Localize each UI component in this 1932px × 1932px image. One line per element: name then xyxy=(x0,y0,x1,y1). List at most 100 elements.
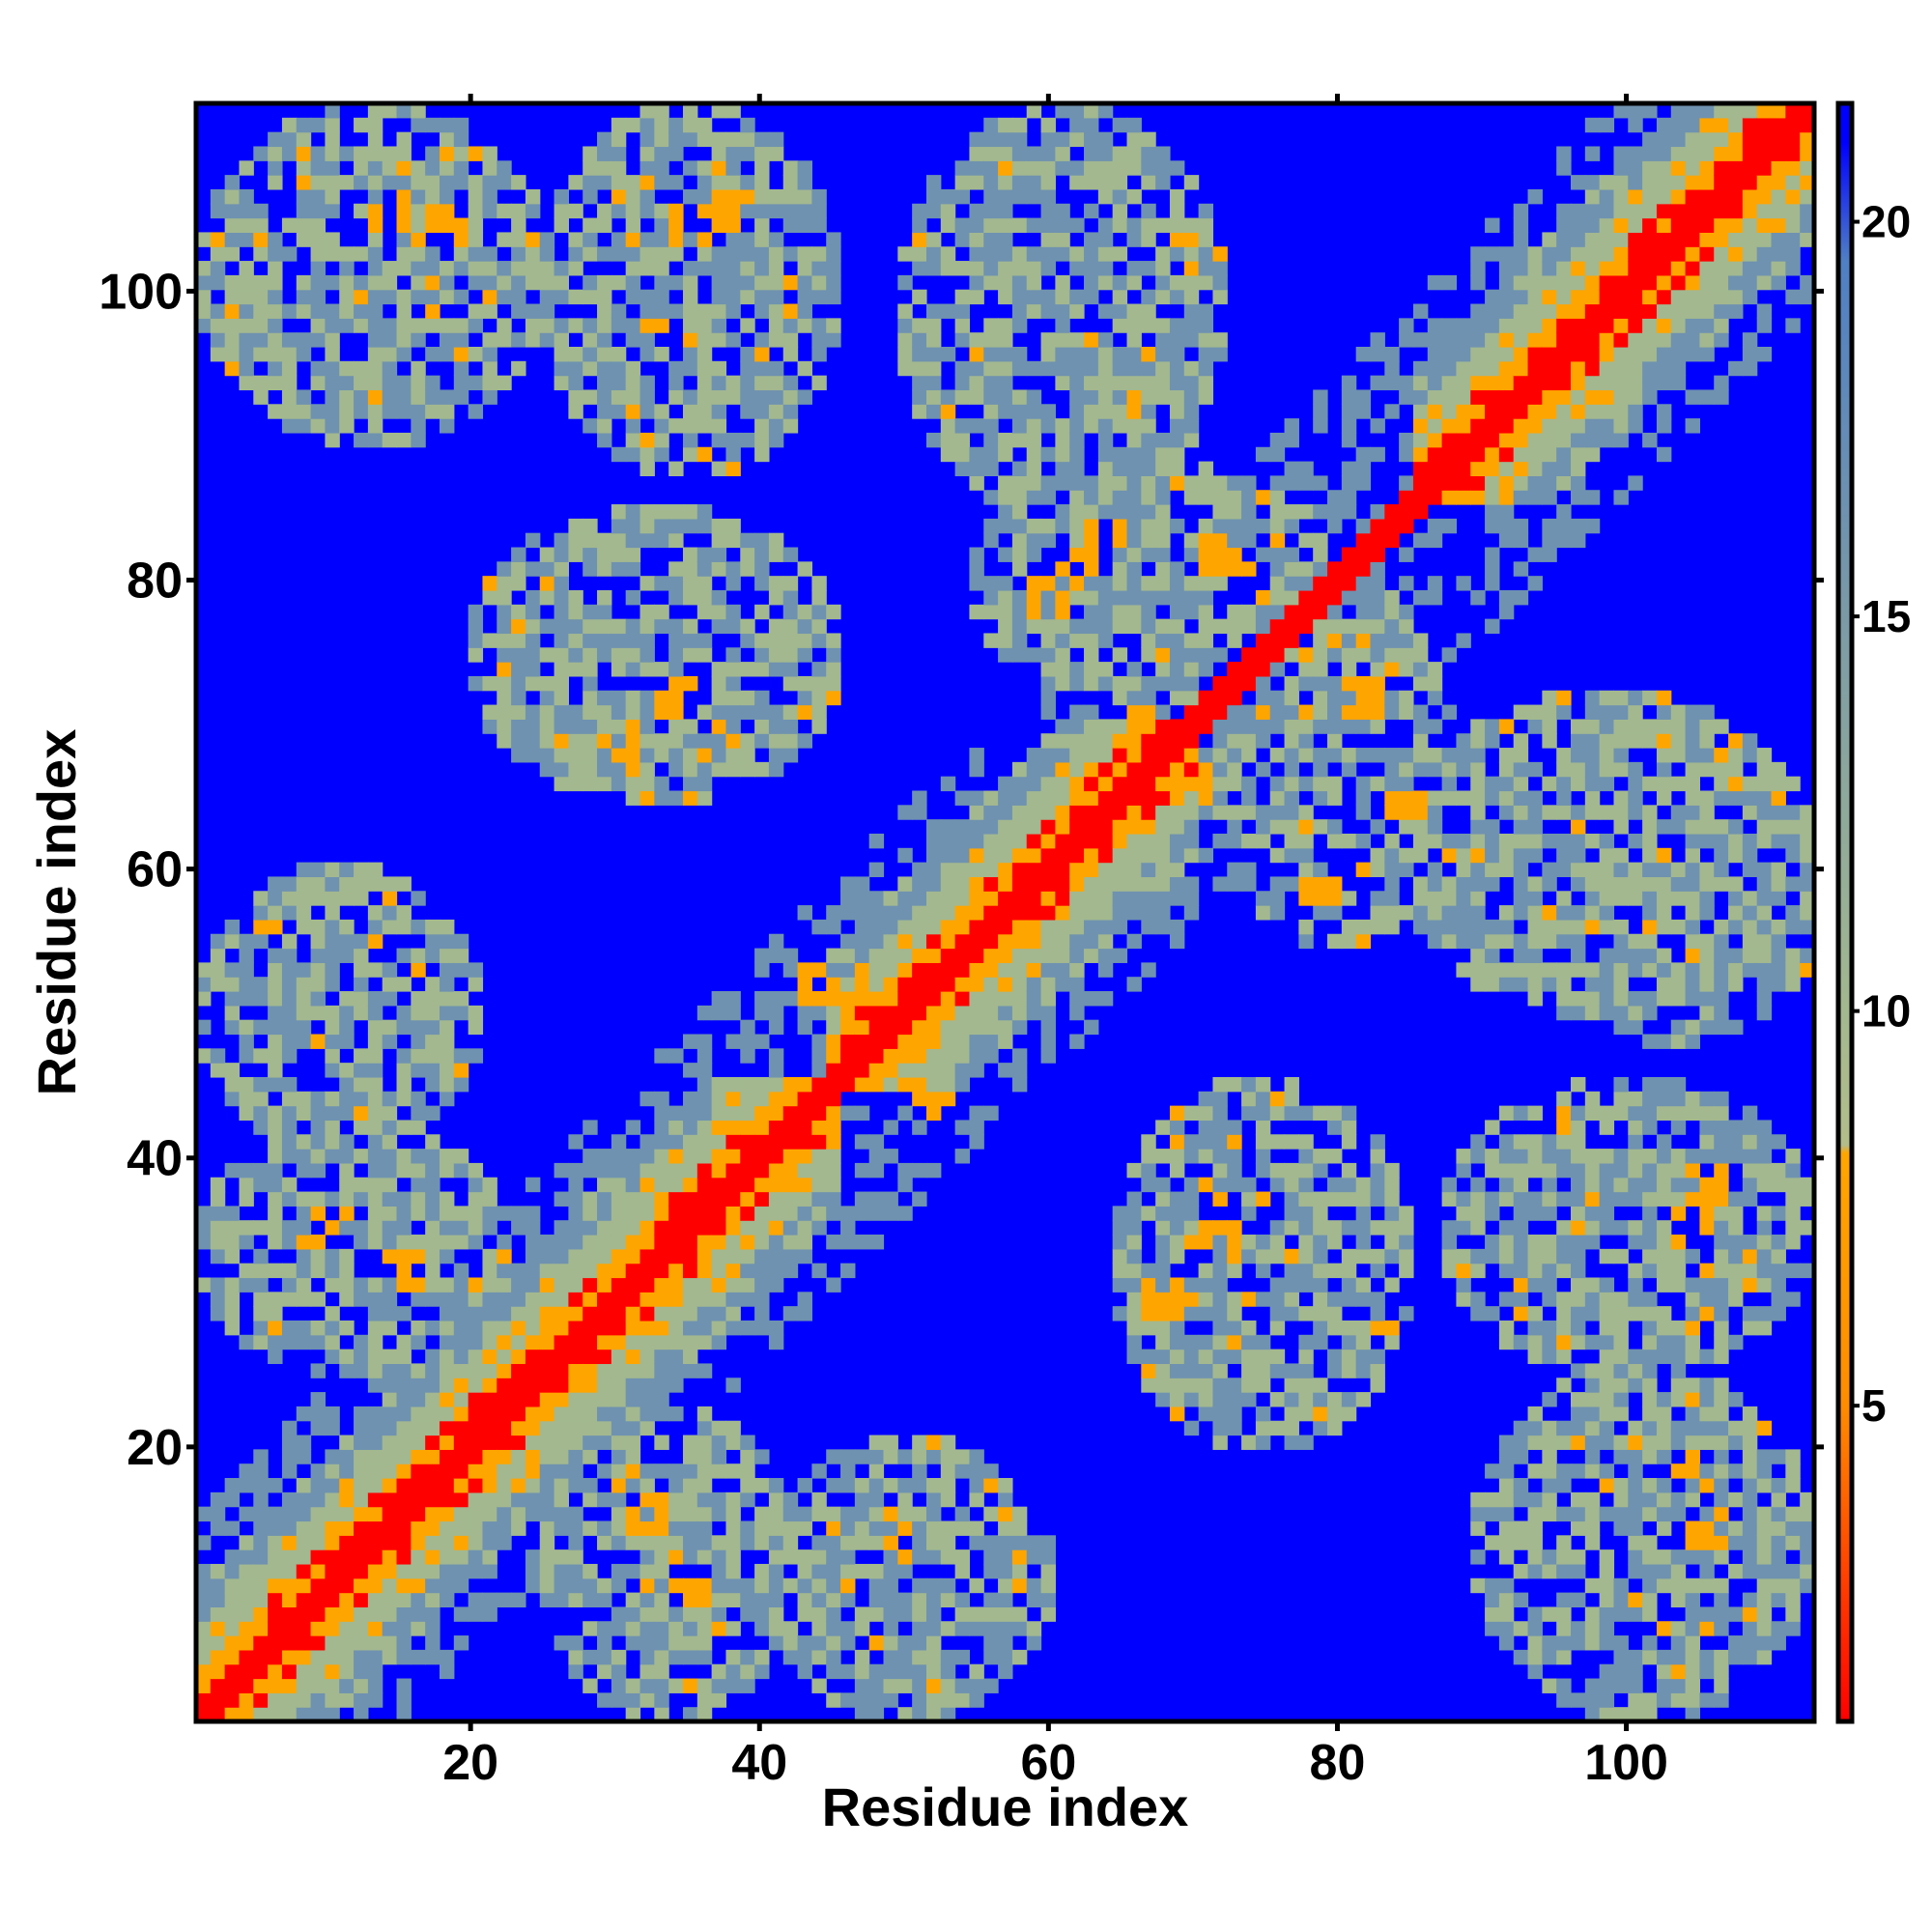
heatmap-cell xyxy=(711,1263,727,1279)
heatmap-cell xyxy=(668,1306,684,1321)
heatmap-cell xyxy=(439,1449,455,1464)
heatmap-cell xyxy=(1269,490,1286,505)
heatmap-cell xyxy=(1169,217,1185,233)
heatmap-cell xyxy=(625,1263,641,1279)
heatmap-cell xyxy=(797,160,812,176)
heatmap-cell xyxy=(210,1191,226,1207)
heatmap-cell xyxy=(797,217,812,233)
heatmap-cell xyxy=(654,1134,669,1150)
heatmap-cell xyxy=(1055,504,1070,520)
heatmap-cell xyxy=(1485,1606,1500,1622)
heatmap-cell xyxy=(782,175,799,190)
heatmap-cell xyxy=(281,1105,298,1122)
heatmap-cell xyxy=(1269,518,1286,534)
heatmap-cell xyxy=(725,1076,741,1093)
heatmap-cell xyxy=(1141,790,1156,806)
heatmap-cell xyxy=(568,518,583,534)
heatmap-cell xyxy=(411,432,426,448)
heatmap-cell xyxy=(711,160,727,176)
heatmap-cell xyxy=(998,919,1013,935)
heatmap-cell xyxy=(954,1463,971,1479)
heatmap-cell xyxy=(1026,647,1042,663)
heatmap-cell xyxy=(325,1248,340,1264)
heatmap-cell xyxy=(983,160,999,176)
heatmap-cell xyxy=(1055,318,1070,333)
heatmap-cell xyxy=(1198,1378,1214,1393)
heatmap-cell xyxy=(382,175,398,190)
heatmap-cell xyxy=(1055,748,1070,763)
heatmap-cell xyxy=(1399,432,1414,448)
heatmap-cell xyxy=(912,1162,927,1179)
heatmap-cell xyxy=(1040,404,1056,419)
heatmap-cell xyxy=(1183,303,1200,319)
heatmap-cell xyxy=(382,1349,398,1365)
heatmap-cell xyxy=(883,1435,898,1450)
heatmap-cell xyxy=(396,103,412,119)
heatmap-cell xyxy=(954,977,971,992)
heatmap-cell xyxy=(998,1663,1013,1680)
heatmap-cell xyxy=(1026,103,1042,119)
heatmap-cell xyxy=(1427,375,1443,391)
heatmap-cell xyxy=(1298,1435,1314,1450)
heatmap-cell xyxy=(883,919,898,935)
heatmap-cell xyxy=(625,1392,641,1407)
heatmap-cell xyxy=(969,862,984,878)
heatmap-cell xyxy=(1112,1248,1128,1264)
heatmap-cell xyxy=(768,1248,784,1264)
heatmap-cell xyxy=(1227,748,1242,763)
heatmap-cell xyxy=(1126,761,1142,778)
heatmap-cell xyxy=(811,1621,827,1636)
heatmap-cell xyxy=(1241,1363,1257,1378)
heatmap-cell xyxy=(754,188,770,205)
heatmap-cell xyxy=(296,1635,312,1651)
heatmap-cell xyxy=(782,962,799,978)
heatmap-cell xyxy=(396,160,412,176)
heatmap-cell xyxy=(453,1549,469,1565)
heatmap-cell xyxy=(998,1492,1013,1508)
heatmap-cell xyxy=(339,375,355,391)
heatmap-cell xyxy=(840,1063,856,1078)
heatmap-cell xyxy=(883,1034,898,1049)
heatmap-cell xyxy=(969,547,984,562)
heatmap-cell xyxy=(782,160,799,176)
heatmap-cell xyxy=(854,1707,870,1722)
heatmap-cell xyxy=(1040,576,1056,591)
heatmap-cell xyxy=(725,1235,741,1250)
heatmap-cell xyxy=(1227,662,1242,677)
heatmap-cell xyxy=(453,1292,469,1307)
heatmap-cell xyxy=(239,360,254,377)
heatmap-cell xyxy=(1255,618,1271,635)
heatmap-cell xyxy=(1155,1292,1171,1307)
heatmap-cell xyxy=(239,203,254,219)
heatmap-cell xyxy=(568,719,583,734)
heatmap-cell xyxy=(754,146,770,161)
heatmap-cell xyxy=(539,1535,555,1550)
heatmap-cell xyxy=(468,1320,484,1336)
heatmap-cell xyxy=(1040,303,1056,319)
heatmap-cell xyxy=(1284,1076,1299,1093)
heatmap-cell xyxy=(210,1577,226,1594)
heatmap-cell xyxy=(1384,1334,1400,1350)
heatmap-cell xyxy=(554,1506,569,1522)
heatmap-cell xyxy=(253,1549,269,1565)
heatmap-cell xyxy=(854,1520,870,1536)
heatmap-cell xyxy=(354,1048,369,1064)
heatmap-cell xyxy=(296,418,312,434)
heatmap-cell xyxy=(668,1048,684,1064)
heatmap-cell xyxy=(1384,776,1400,792)
heatmap-cell xyxy=(1269,1220,1286,1236)
heatmap-cell xyxy=(554,690,569,706)
heatmap-cell xyxy=(1255,891,1271,906)
heatmap-cell xyxy=(768,289,784,305)
heatmap-cell xyxy=(1155,217,1171,233)
heatmap-cell xyxy=(998,432,1013,448)
heatmap-cell xyxy=(625,1149,641,1164)
heatmap-cell xyxy=(554,675,569,692)
heatmap-cell xyxy=(725,518,741,534)
heatmap-cell xyxy=(1097,761,1114,778)
heatmap-cell xyxy=(367,1635,384,1651)
heatmap-cell xyxy=(1298,1149,1314,1164)
heatmap-cell xyxy=(1298,561,1314,577)
heatmap-cell xyxy=(1370,719,1385,734)
heatmap-cell xyxy=(1470,905,1486,921)
